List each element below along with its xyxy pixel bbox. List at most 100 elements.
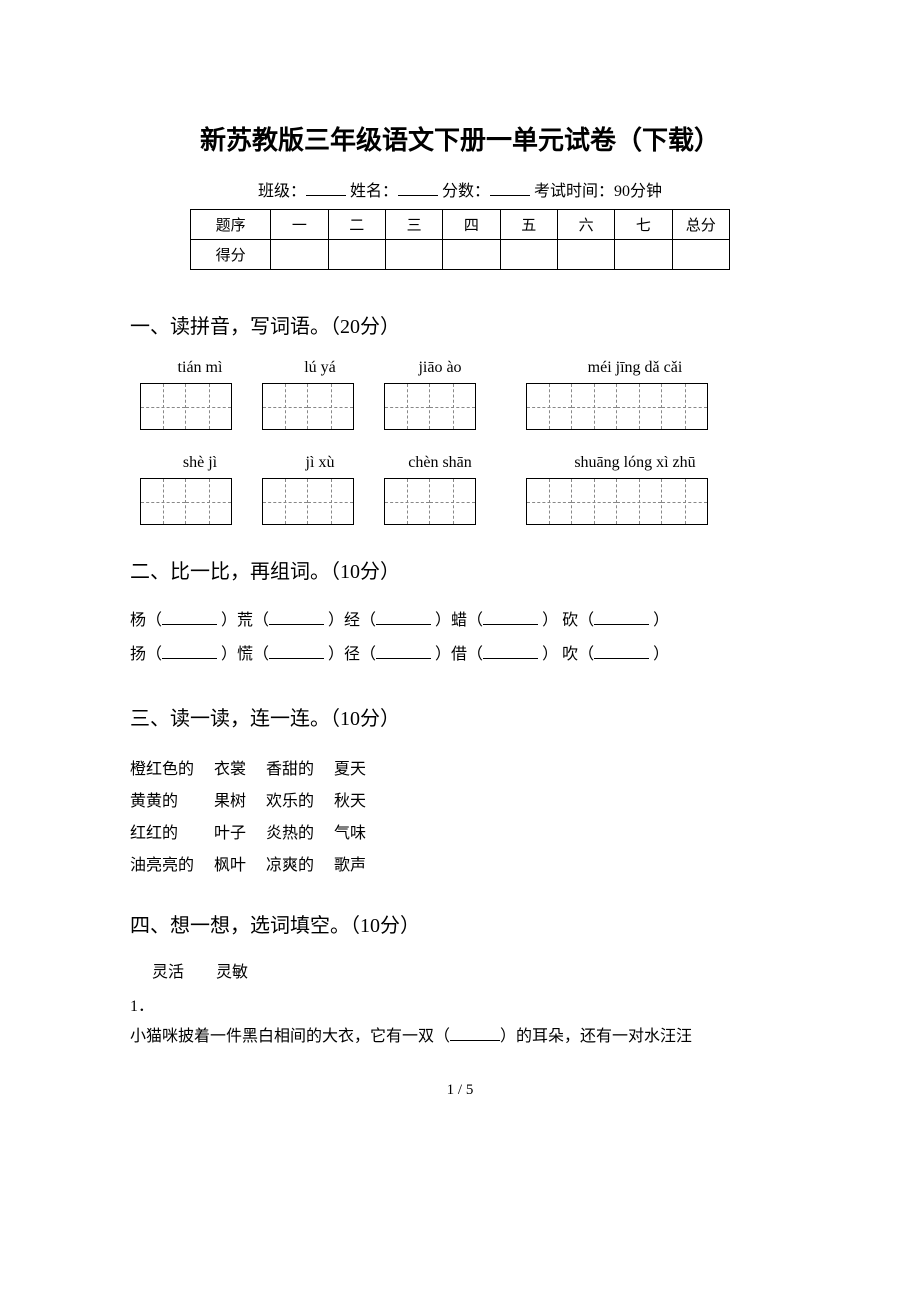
q2-blank[interactable] (269, 624, 324, 625)
col-7: 七 (615, 210, 672, 240)
score-header-row: 题序 一 二 三 四 五 六 七 总分 (191, 210, 730, 240)
q2-char: 扬（ (130, 646, 162, 663)
q4-options: 灵活 灵敏 (152, 958, 790, 982)
student-info-line: 班级： 姓名： 分数： 考试时间：90分钟 (130, 177, 790, 201)
char-grid[interactable] (140, 383, 232, 430)
q2-blank[interactable] (269, 658, 324, 659)
pinyin-label: méi jīng dǎ cǎi (535, 359, 735, 377)
name-blank[interactable] (398, 182, 438, 196)
q3-cell: 凉爽的 (266, 847, 334, 879)
char-grid[interactable] (140, 478, 232, 525)
q3-cell: 炎热的 (266, 815, 334, 847)
section-2-title: 二、比一比，再组词。（10分） (130, 555, 790, 584)
pinyin-row-2: shè jì jì xù chèn shān shuāng lóng xì zh… (130, 454, 790, 472)
q3-cell: 衣裳 (214, 751, 266, 783)
score-cell[interactable] (615, 240, 672, 270)
q3-cell: 欢乐的 (266, 783, 334, 815)
col-total: 总分 (672, 210, 729, 240)
char-grid[interactable] (384, 478, 476, 525)
q3-row: 橙红色的 衣裳 香甜的 夏天 (130, 751, 386, 783)
q3-cell: 香甜的 (266, 751, 334, 783)
pinyin-label: shuāng lóng xì zhū (535, 454, 735, 472)
q2-char: 杨（ (130, 612, 162, 629)
col-3: 三 (385, 210, 442, 240)
section-4-title: 四、想一想，选词填空。（10分） (130, 909, 790, 938)
pinyin-label: tián mì (155, 359, 245, 377)
q2-blank[interactable] (594, 624, 649, 625)
q2-line-1: 杨（ ）荒（ ）经（ ）蜡（ ） 砍（ ） (130, 604, 790, 638)
q2-char: ）慌（ (221, 646, 269, 663)
q4-blank[interactable] (450, 1040, 500, 1041)
q3-row: 黄黄的 果树 欢乐的 秋天 (130, 783, 386, 815)
q3-cell: 歌声 (334, 847, 386, 879)
q3-cell: 红红的 (130, 815, 214, 847)
q3-table: 橙红色的 衣裳 香甜的 夏天 黄黄的 果树 欢乐的 秋天 红红的 叶子 炎热的 … (130, 751, 386, 879)
score-cell[interactable] (500, 240, 557, 270)
q2-char: ） (653, 646, 669, 663)
char-grid[interactable] (384, 383, 476, 430)
q4-text-before: 小猫咪披着一件黑白相间的大衣，它有一双（ (130, 1028, 450, 1045)
col-1: 一 (271, 210, 328, 240)
score-cell[interactable] (557, 240, 614, 270)
char-grid[interactable] (526, 383, 708, 430)
score-cell[interactable] (385, 240, 442, 270)
col-2: 二 (328, 210, 385, 240)
pinyin-row-1: tián mì lú yá jiāo ào méi jīng dǎ cǎi (130, 359, 790, 377)
q2-blank[interactable] (162, 624, 217, 625)
name-label: 姓名： (350, 183, 398, 200)
score-label: 分数： (442, 183, 490, 200)
q2-char: ） (653, 612, 669, 629)
pinyin-label: chèn shān (395, 454, 485, 472)
q2-char: ）荒（ (221, 612, 269, 629)
q4-text-after: ）的耳朵，还有一对水汪汪 (500, 1028, 692, 1045)
grid-row-1 (130, 383, 790, 430)
score-cell[interactable] (443, 240, 500, 270)
q3-row: 油亮亮的 枫叶 凉爽的 歌声 (130, 847, 386, 879)
q2-blank[interactable] (162, 658, 217, 659)
q3-cell: 秋天 (334, 783, 386, 815)
score-cell[interactable] (271, 240, 328, 270)
char-grid[interactable] (526, 478, 708, 525)
col-6: 六 (557, 210, 614, 240)
class-label: 班级： (258, 183, 306, 200)
q3-cell: 果树 (214, 783, 266, 815)
row-label-cell: 题序 (191, 210, 271, 240)
q2-blank[interactable] (483, 658, 538, 659)
pinyin-label: jì xù (275, 454, 365, 472)
q2-char: ）经（ (328, 612, 376, 629)
char-grid[interactable] (262, 478, 354, 525)
pinyin-label: jiāo ào (395, 359, 485, 377)
score-cell[interactable] (328, 240, 385, 270)
pinyin-label: lú yá (275, 359, 365, 377)
q4-item-num: 1． (130, 992, 790, 1022)
q2-blank[interactable] (483, 624, 538, 625)
q2-char: ） 吹（ (542, 646, 594, 663)
time-label: 考试时间：90分钟 (534, 183, 662, 200)
q2-blank[interactable] (594, 658, 649, 659)
score-value-row: 得分 (191, 240, 730, 270)
q2-char: ） 砍（ (542, 612, 594, 629)
q3-cell: 油亮亮的 (130, 847, 214, 879)
q3-cell: 夏天 (334, 751, 386, 783)
class-blank[interactable] (306, 182, 346, 196)
col-4: 四 (443, 210, 500, 240)
q3-cell: 叶子 (214, 815, 266, 847)
q3-row: 红红的 叶子 炎热的 气味 (130, 815, 386, 847)
col-5: 五 (500, 210, 557, 240)
q3-cell: 枫叶 (214, 847, 266, 879)
q4-item-text: 小猫咪披着一件黑白相间的大衣，它有一双（ ）的耳朵，还有一对水汪汪 (130, 1022, 790, 1052)
section-1-title: 一、读拼音，写词语。（20分） (130, 310, 790, 339)
q3-cell: 黄黄的 (130, 783, 214, 815)
char-grid[interactable] (262, 383, 354, 430)
page-title: 新苏教版三年级语文下册一单元试卷（下载） (130, 120, 790, 157)
score-table: 题序 一 二 三 四 五 六 七 总分 得分 (190, 209, 730, 270)
q2-char: ）蜡（ (435, 612, 483, 629)
page-number: 1 / 5 (130, 1082, 790, 1099)
section-3-title: 三、读一读，连一连。（10分） (130, 702, 790, 731)
score-blank[interactable] (490, 182, 530, 196)
q2-char: ）借（ (435, 646, 483, 663)
q2-blank[interactable] (376, 658, 431, 659)
score-cell[interactable] (672, 240, 729, 270)
q3-cell: 橙红色的 (130, 751, 214, 783)
q2-blank[interactable] (376, 624, 431, 625)
